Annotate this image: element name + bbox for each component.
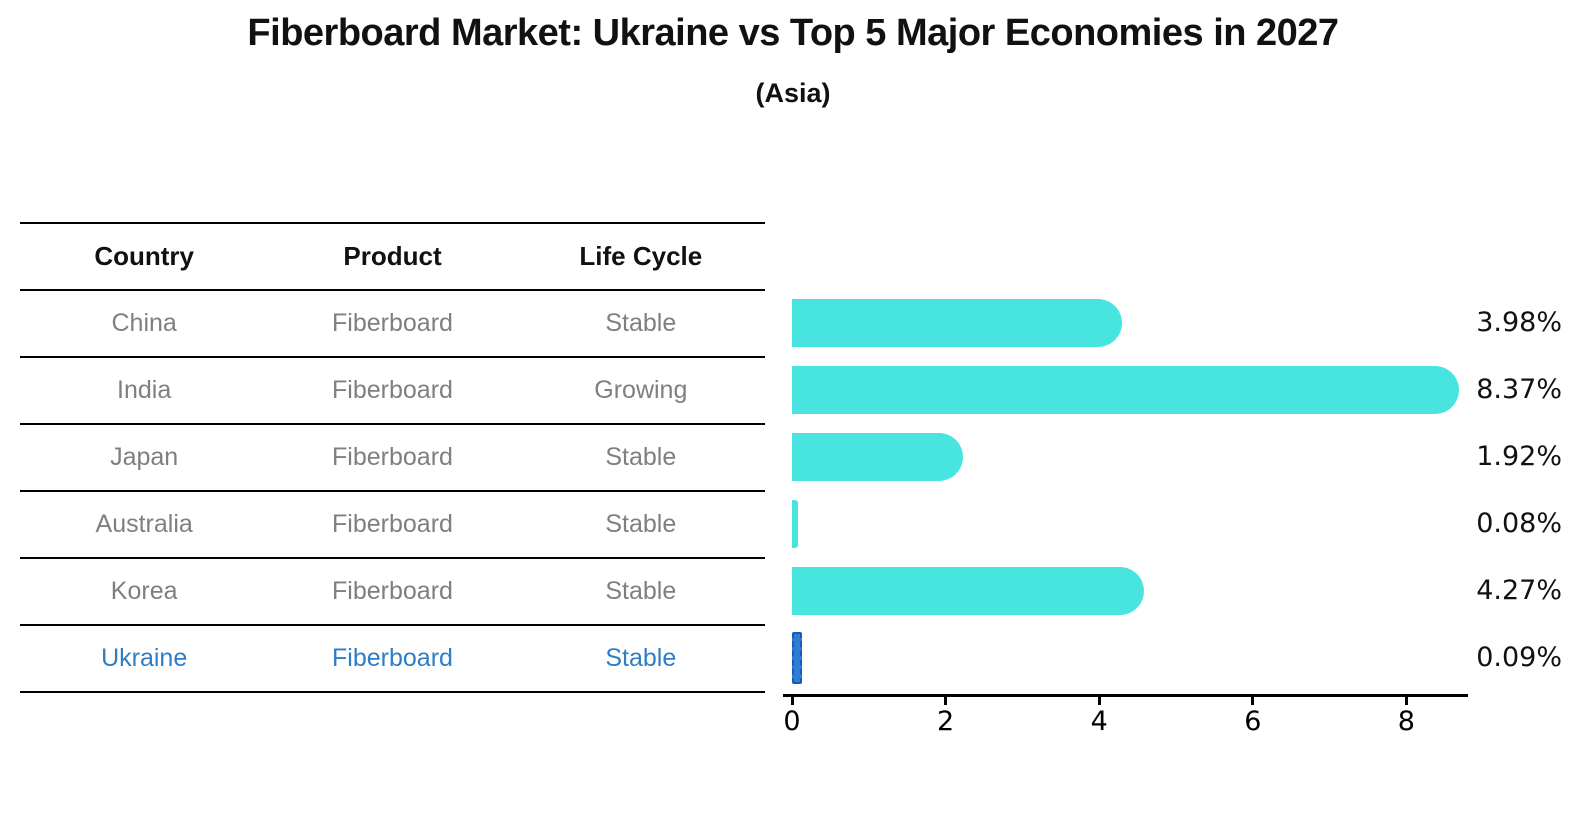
cell-product: Fiberboard [332,376,453,404]
cell-country: Australia [95,510,193,538]
column-header-product: Product [343,241,442,271]
x-axis-tick-label: 0 [783,706,801,737]
cell-life-cycle: Stable [605,644,677,672]
bar-india [792,365,1459,414]
chart-subtitle: (Asia) [755,78,831,108]
cell-product: Fiberboard [332,309,453,337]
cell-country: Ukraine [101,644,188,672]
x-axis-tick-label: 4 [1090,706,1108,737]
cell-country: Japan [110,443,179,471]
bar-value-label: 0.09% [1476,641,1562,673]
table-row-ukraine-highlighted: Ukraine Fiberboard Stable [20,626,765,693]
cell-life-cycle: Growing [594,376,688,404]
table-row: China Fiberboard Stable [20,291,765,358]
bar-value-label: 8.37% [1476,373,1562,405]
cell-life-cycle: Stable [605,510,677,538]
chart-title: Fiberboard Market: Ukraine vs Top 5 Majo… [247,12,1339,54]
bar-value-label: 1.92% [1476,440,1562,472]
table-row: Korea Fiberboard Stable [20,559,765,626]
bar-value-label: 3.98% [1476,306,1562,338]
cell-product: Fiberboard [332,443,453,471]
cell-country: India [117,376,172,404]
cell-life-cycle: Stable [605,577,677,605]
column-header-country: Country [94,241,194,271]
bar-korea [792,566,1144,615]
cell-life-cycle: Stable [605,309,677,337]
cell-country: Korea [110,577,178,605]
x-axis-tick [790,696,794,705]
x-axis-tick [1404,696,1408,705]
table-header-row: Country Product Life Cycle [20,224,765,291]
table-row: Japan Fiberboard Stable [20,425,765,492]
bar-value-label: 0.08% [1476,507,1562,539]
bar-value-label: 4.27% [1476,574,1562,606]
cell-product: Fiberboard [332,644,453,672]
x-axis-tick-label: 8 [1397,706,1415,737]
table-row: India Fiberboard Growing [20,358,765,425]
cell-product: Fiberboard [332,510,453,538]
table-row: Australia Fiberboard Stable [20,492,765,559]
cell-life-cycle: Stable [605,443,677,471]
x-axis-tick-label: 6 [1244,706,1262,737]
cell-country: China [111,309,177,337]
bar-australia [792,499,798,548]
x-axis-tick [1097,696,1101,705]
x-axis-tick [944,696,948,705]
cell-product: Fiberboard [332,577,453,605]
x-axis-tick [1251,696,1255,705]
comparison-table: Country Product Life Cycle China Fiberbo… [20,222,765,693]
x-axis [783,694,1468,697]
column-header-life-cycle: Life Cycle [579,241,703,271]
bar-ukraine [792,631,802,684]
bar-japan [792,432,963,481]
x-axis-tick-label: 2 [937,706,955,737]
bar-china [792,298,1122,347]
